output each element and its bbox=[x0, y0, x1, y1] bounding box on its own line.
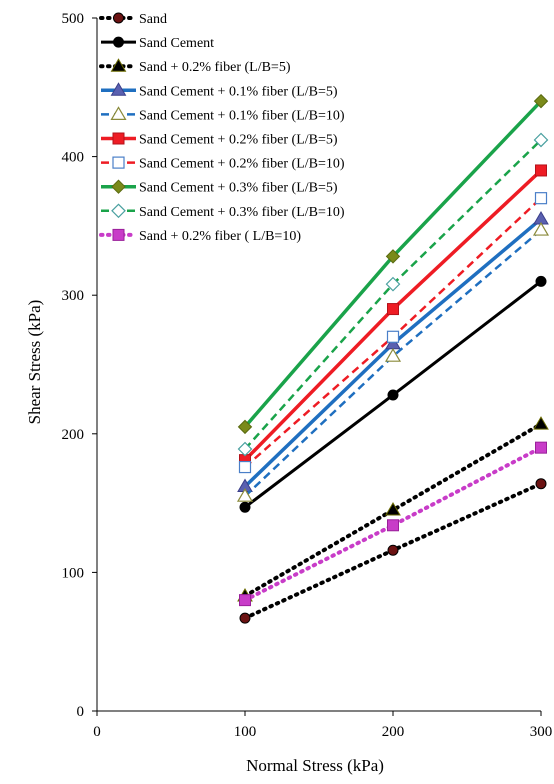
legend-item: Sand bbox=[99, 12, 167, 27]
data-point bbox=[236, 487, 254, 502]
data-point bbox=[534, 192, 548, 205]
y-tick-label: 400 bbox=[62, 150, 85, 166]
legend-item: Sand Cement + 0.3% fiber (L/B=5) bbox=[101, 179, 338, 196]
data-point bbox=[385, 249, 401, 264]
series-1 bbox=[239, 275, 547, 513]
y-tick-label: 300 bbox=[62, 288, 85, 304]
legend-label: Sand Cement + 0.2% fiber (L/B=10) bbox=[139, 157, 345, 172]
legend-label: Sand + 0.2% fiber (L/B=5) bbox=[139, 60, 291, 75]
x-tick-label: 100 bbox=[234, 724, 257, 740]
legend-marker bbox=[113, 12, 124, 24]
data-point bbox=[387, 519, 399, 532]
series-4 bbox=[236, 221, 550, 502]
series-layer bbox=[236, 93, 550, 624]
data-point bbox=[533, 132, 549, 148]
series-0 bbox=[239, 478, 547, 624]
axes-layer bbox=[96, 18, 541, 712]
data-point bbox=[239, 501, 251, 513]
x-tick-label: 200 bbox=[382, 724, 405, 740]
legend-item: Sand + 0.2% fiber (L/B=5) bbox=[99, 58, 291, 75]
series-7 bbox=[237, 93, 549, 435]
data-point bbox=[387, 389, 399, 401]
legend-label: Sand Cement + 0.2% fiber (L/B=5) bbox=[139, 133, 338, 148]
legend-marker bbox=[112, 228, 125, 241]
data-point bbox=[239, 612, 251, 624]
data-point bbox=[387, 303, 399, 316]
legend-item: Sand Cement + 0.2% fiber (L/B=10) bbox=[101, 156, 345, 172]
series-3 bbox=[237, 210, 549, 492]
legend-label: Sand Cement bbox=[139, 36, 214, 51]
legend-item: Sand + 0.2% fiber ( L/B=10) bbox=[99, 228, 301, 244]
series-6 bbox=[238, 192, 548, 474]
y-tick-label: 500 bbox=[62, 11, 85, 27]
data-point bbox=[533, 416, 549, 430]
legend-item: Sand Cement bbox=[101, 36, 214, 51]
legend: Sand Sand Cement Sand + 0.2% fiber (L/B=5)… bbox=[99, 12, 345, 244]
legend-label: Sand bbox=[139, 12, 167, 27]
data-point bbox=[386, 330, 400, 343]
legend-label: Sand Cement + 0.1% fiber (L/B=5) bbox=[139, 84, 338, 99]
legend-label: Sand + 0.2% fiber ( L/B=10) bbox=[139, 229, 301, 244]
x-tick-label: 0 bbox=[93, 724, 101, 740]
legend-marker bbox=[112, 156, 125, 169]
legend-item: Sand Cement + 0.2% fiber (L/B=5) bbox=[101, 132, 338, 148]
legend-marker bbox=[110, 58, 127, 72]
y-axis-label: Shear Stress (kPa) bbox=[25, 300, 44, 425]
data-point bbox=[237, 441, 253, 457]
legend-marker bbox=[110, 106, 127, 121]
series-line bbox=[243, 99, 543, 429]
series-line bbox=[243, 445, 543, 603]
data-point bbox=[533, 93, 549, 109]
data-point bbox=[238, 460, 252, 474]
data-point bbox=[535, 441, 547, 454]
legend-label: Sand Cement + 0.3% fiber (L/B=10) bbox=[139, 205, 345, 220]
y-tick-label: 0 bbox=[77, 704, 85, 720]
data-point bbox=[535, 275, 547, 287]
x-axis-label: Normal Stress (kPa) bbox=[246, 756, 384, 775]
series-line bbox=[244, 229, 542, 498]
data-point bbox=[535, 478, 547, 490]
y-tick-label: 100 bbox=[62, 565, 85, 581]
x-tick-label: 300 bbox=[530, 724, 553, 740]
data-point bbox=[237, 419, 253, 435]
data-point bbox=[387, 544, 399, 556]
series-8 bbox=[237, 132, 549, 457]
ticks-layer: 0 100 200 300 0 100 200 300 400 500 bbox=[62, 11, 553, 740]
series-2 bbox=[237, 416, 549, 602]
legend-marker bbox=[112, 132, 125, 145]
legend-marker bbox=[111, 179, 126, 194]
data-point bbox=[535, 164, 547, 177]
y-tick-label: 200 bbox=[62, 427, 85, 443]
legend-marker bbox=[110, 82, 127, 96]
series-5 bbox=[239, 164, 547, 467]
legend-item: Sand Cement + 0.1% fiber (L/B=10) bbox=[101, 106, 345, 123]
data-point bbox=[385, 276, 401, 292]
data-point bbox=[384, 347, 402, 362]
legend-marker bbox=[113, 36, 124, 48]
legend-marker bbox=[111, 203, 126, 219]
legend-label: Sand Cement + 0.3% fiber (L/B=5) bbox=[139, 181, 338, 196]
legend-label: Sand Cement + 0.1% fiber (L/B=10) bbox=[139, 108, 345, 123]
data-point bbox=[385, 502, 401, 516]
data-point bbox=[532, 221, 550, 236]
series-9 bbox=[239, 441, 547, 607]
legend-item: Sand Cement + 0.3% fiber (L/B=10) bbox=[101, 203, 345, 220]
legend-item: Sand Cement + 0.1% fiber (L/B=5) bbox=[101, 82, 338, 99]
data-point bbox=[239, 594, 251, 607]
